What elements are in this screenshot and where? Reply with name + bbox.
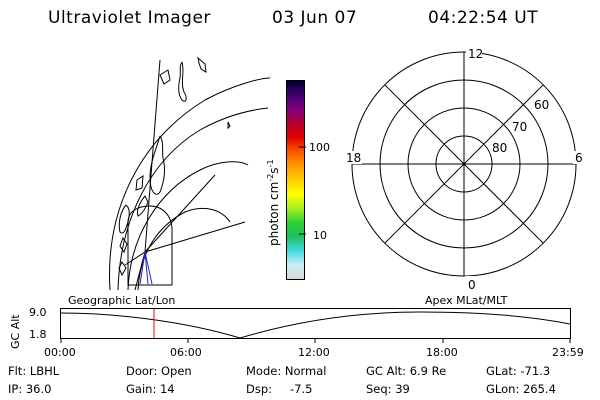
altitude-timeline-plot	[60, 308, 571, 343]
glon-info: GLon: 265.4	[486, 382, 556, 396]
time-label: 04:22:54 UT	[428, 8, 539, 28]
y-tick-1-8: 1.8	[29, 328, 47, 341]
colorbar-tick-100: 100	[309, 141, 330, 154]
dsp-label: Dsp:	[246, 382, 273, 396]
colorbar-unit-label: photon cm-2s-1	[266, 159, 281, 246]
dsp-value: -7.5	[290, 382, 313, 396]
apex-label: Apex MLat/MLT	[425, 294, 508, 307]
instrument-title: Ultraviolet Imager	[48, 8, 211, 28]
colorbar-tick-10: 10	[313, 229, 327, 242]
ip-info: IP: 36.0	[8, 382, 52, 396]
glat-info: GLat: -71.3	[486, 364, 551, 378]
mlt-label-0: 0	[468, 278, 476, 292]
mode-info: Mode: Normal	[246, 364, 327, 378]
x-tick-1800: 18:00	[426, 346, 458, 359]
filter-info: Flt: LBHL	[8, 364, 60, 378]
mlt-label-6: 6	[575, 151, 583, 165]
geographic-label: Geographic Lat/Lon	[68, 294, 176, 307]
colorbar	[286, 80, 305, 280]
gain-info: Gain: 14	[126, 382, 175, 396]
date-label: 03 Jun 07	[272, 8, 358, 28]
mlt-label-12: 12	[468, 47, 483, 61]
y-tick-9: 9.0	[29, 306, 47, 319]
seq-info: Seq: 39	[366, 382, 410, 396]
colorbar-tick-marks	[299, 146, 306, 235]
door-info: Door: Open	[126, 364, 192, 378]
lat-label-70: 70	[512, 120, 527, 134]
x-tick-0000: 00:00	[44, 346, 76, 359]
lat-label-60: 60	[534, 98, 549, 112]
mlt-label-18: 18	[346, 151, 361, 165]
x-tick-1200: 12:00	[298, 346, 330, 359]
lat-label-80: 80	[492, 141, 507, 155]
gc-alt-axis-title: GC Alt	[9, 314, 22, 349]
gc-alt-info: GC Alt: 6.9 Re	[366, 364, 447, 378]
x-tick-0600: 06:00	[170, 346, 202, 359]
x-tick-2359: 23:59	[552, 346, 584, 359]
polar-mlt-plot: 12 0 18 6 60 70 80	[344, 46, 584, 292]
